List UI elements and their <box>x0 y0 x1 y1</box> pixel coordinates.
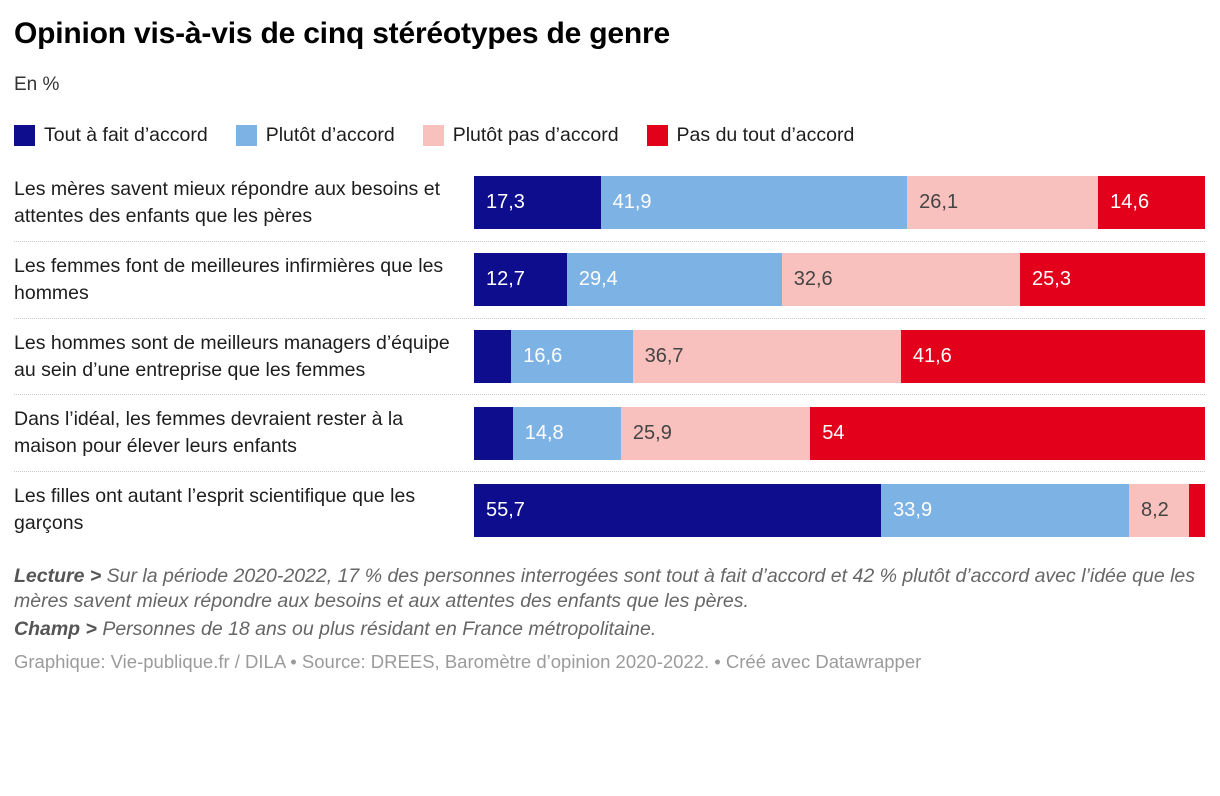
segment-value-label: 14,8 <box>524 421 564 444</box>
legend: Tout à fait d’accord Plutôt d’accord Plu… <box>14 124 1205 147</box>
legend-item: Pas du tout d’accord <box>646 124 855 147</box>
segment-value-label: 14,6 <box>1110 191 1150 214</box>
bar-segment: 33,9 <box>881 483 1129 537</box>
segment-value-label: 41,9 <box>612 191 652 214</box>
segment-value-label: 55,7 <box>486 498 525 521</box>
segment-value-label: 54 <box>822 421 845 444</box>
segment-value-label: 25,3 <box>1032 268 1071 291</box>
table-row: Les mères savent mieux répondre aux beso… <box>14 165 1205 242</box>
legend-swatch-icon <box>646 125 668 146</box>
note-champ-text: Personnes de 18 ans ou plus résidant en … <box>102 617 657 640</box>
table-row: Dans l’idéal, les femmes devraient reste… <box>14 395 1205 473</box>
category-label: Les mères savent mieux répondre aux beso… <box>14 178 440 227</box>
category-label: Dans l’idéal, les femmes devraient reste… <box>14 408 404 458</box>
segment-value-label: 36,7 <box>644 345 684 368</box>
legend-item: Tout à fait d’accord <box>14 124 208 147</box>
bar-segment <box>1188 483 1205 537</box>
stacked-bar: 17,3 41,9 26,1 14,6 <box>474 176 1205 230</box>
note-champ: Champ > Personnes de 18 ans ou plus rési… <box>14 617 1205 642</box>
bar-segment: 41,6 <box>900 330 1205 384</box>
bar-segment: 36,7 <box>632 330 901 384</box>
stacked-bar: 16,6 36,7 41,6 <box>474 330 1205 384</box>
segment-value-label: 16,6 <box>523 345 563 368</box>
legend-item: Plutôt pas d’accord <box>422 124 619 147</box>
segment-value-label: 33,9 <box>893 498 933 521</box>
bar-segment: 55,7 <box>474 483 882 537</box>
segment-value-label: 41,6 <box>912 345 952 368</box>
bar-segment: 41,9 <box>600 176 908 230</box>
table-row: Les hommes sont de meilleurs managers d’… <box>14 319 1205 396</box>
bar-segment: 25,9 <box>620 406 811 460</box>
legend-item-label: Tout à fait d’accord <box>44 124 208 146</box>
stacked-bar-chart: Les mères savent mieux répondre aux beso… <box>14 165 1205 548</box>
bar-segment <box>474 330 512 384</box>
chart-subtitle: En % <box>14 74 60 95</box>
legend-item-label: Plutôt d’accord <box>265 124 395 146</box>
note-lecture-label: Lecture > <box>14 565 102 588</box>
legend-swatch-icon <box>14 125 35 146</box>
segment-value-label: 25,9 <box>632 421 672 444</box>
segment-value-label: 8,2 <box>1140 498 1169 521</box>
bar-segment: 29,4 <box>566 253 782 307</box>
chart-attribution: Graphique: Vie-publique.fr / DILA • Sour… <box>14 651 922 673</box>
chart-notes: Lecture > Sur la période 2020-2022, 17 %… <box>14 564 1205 642</box>
segment-value-label: 12,7 <box>486 268 525 291</box>
stacked-bar: 14,8 25,9 54 <box>474 406 1205 460</box>
bar-segment: 12,7 <box>474 253 567 307</box>
bar-segment: 8,2 <box>1128 483 1189 537</box>
legend-item-label: Plutôt pas d’accord <box>452 124 619 146</box>
legend-item: Plutôt d’accord <box>235 124 395 147</box>
table-row: Les filles ont autant l’esprit scientifi… <box>14 472 1205 548</box>
category-label: Les hommes sont de meilleurs managers d’… <box>14 331 450 381</box>
legend-swatch-icon <box>235 125 257 146</box>
bar-segment: 25,3 <box>1020 253 1205 307</box>
bar-segment: 26,1 <box>907 176 1099 230</box>
category-label: Les femmes font de meilleures infirmière… <box>14 254 444 304</box>
legend-swatch-icon <box>422 125 444 146</box>
note-lecture-text: Sur la période 2020-2022, 17 % des perso… <box>14 565 1196 613</box>
chart-title: Opinion vis-à-vis de cinq stéréotypes de… <box>14 17 670 50</box>
bar-segment: 54 <box>810 406 1205 460</box>
stacked-bar: 55,7 33,9 8,2 <box>474 483 1205 537</box>
segment-value-label: 29,4 <box>578 268 618 291</box>
stacked-bar: 12,7 29,4 32,6 25,3 <box>474 253 1205 307</box>
bar-segment: 14,6 <box>1098 176 1205 230</box>
bar-segment <box>474 406 513 460</box>
segment-value-label: 32,6 <box>793 268 833 291</box>
category-label: Les filles ont autant l’esprit scientifi… <box>14 485 416 535</box>
table-row: Les femmes font de meilleures infirmière… <box>14 242 1205 319</box>
note-lecture: Lecture > Sur la période 2020-2022, 17 %… <box>14 564 1205 615</box>
legend-item-label: Pas du tout d’accord <box>676 124 855 146</box>
segment-value-label: 26,1 <box>919 191 959 214</box>
bar-segment: 17,3 <box>474 176 601 230</box>
segment-value-label: 17,3 <box>486 191 525 214</box>
bar-segment: 16,6 <box>511 330 633 384</box>
note-champ-label: Champ > <box>14 617 97 640</box>
bar-segment: 14,8 <box>512 406 621 460</box>
bar-segment: 32,6 <box>781 253 1021 307</box>
